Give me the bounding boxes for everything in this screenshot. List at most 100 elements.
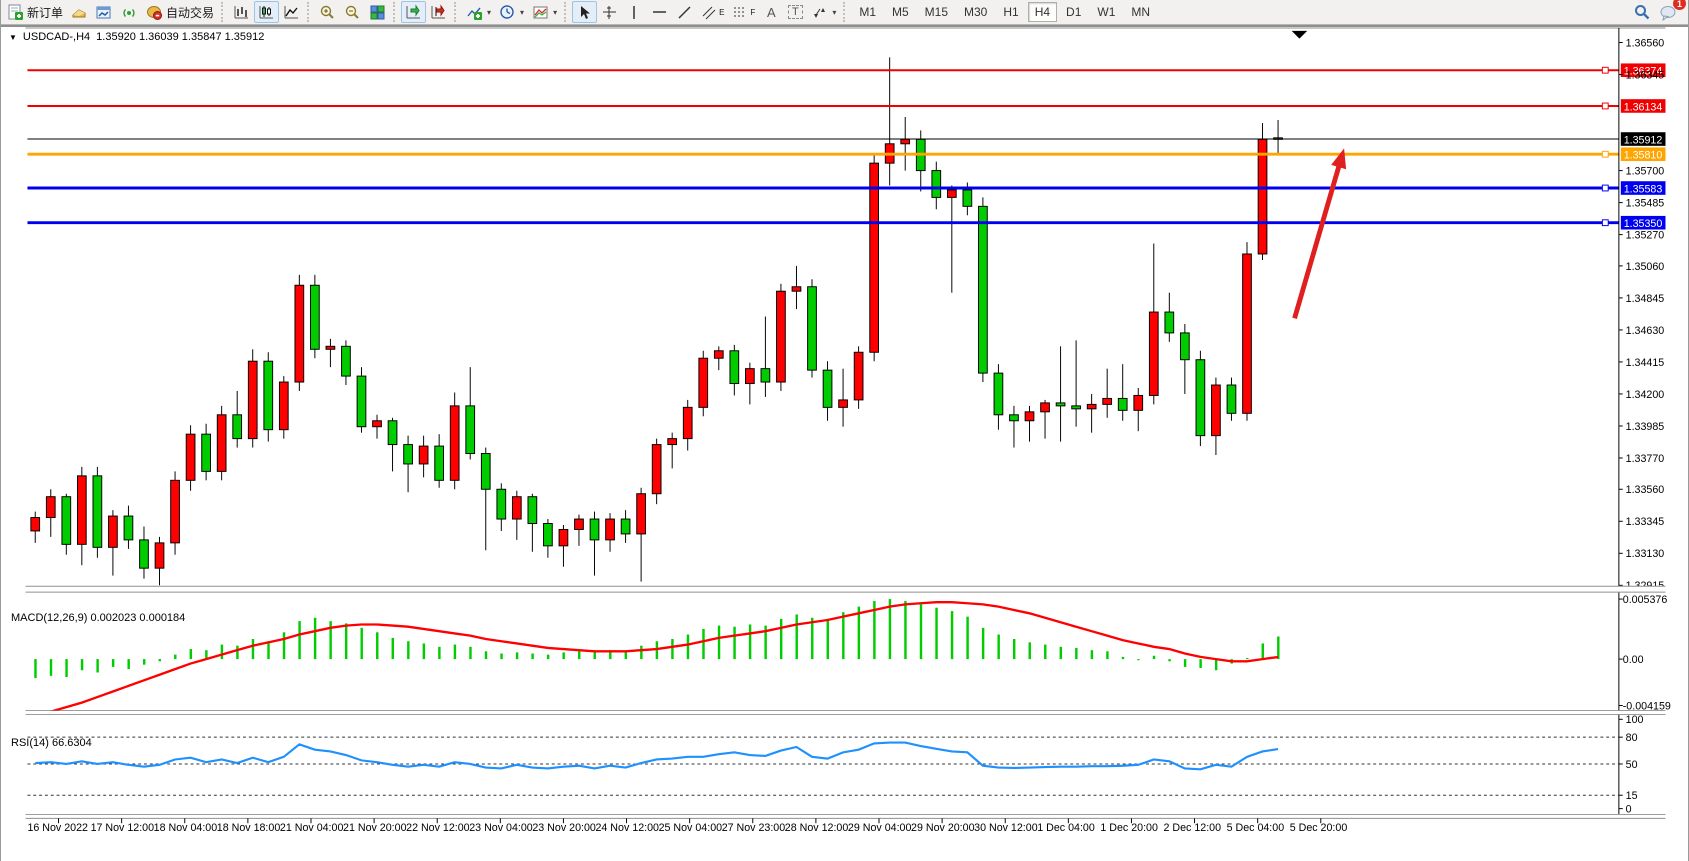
candle-bearish (1071, 405, 1081, 410)
price-tick-label: 1.34200 (1626, 389, 1665, 401)
candle-bullish (1211, 384, 1221, 437)
candle-bearish (931, 170, 942, 198)
new-order-button[interactable]: 新订单 (3, 1, 67, 23)
candle-bearish (403, 444, 413, 465)
macd-signal-line (49, 600, 1279, 711)
crosshair-tool-button[interactable] (597, 1, 622, 23)
candle-bullish (247, 360, 258, 440)
price-level-label-text: 1.36374 (1624, 66, 1663, 78)
templates-button[interactable]: ▾ (528, 1, 561, 23)
arrow-annotation-head[interactable] (1331, 148, 1347, 170)
signals-button[interactable] (117, 1, 142, 23)
chat-button[interactable]: 1 (1655, 0, 1686, 23)
price-tick-label: 1.33985 (1626, 421, 1665, 433)
search-button[interactable] (1629, 1, 1655, 23)
price-level-label (1620, 181, 1666, 195)
horizontal-line-icon (651, 4, 668, 21)
candlestick-chart-button[interactable] (254, 1, 280, 23)
timeframe-m30-button[interactable]: M30 (964, 5, 988, 19)
time-axis-label: 16 Nov 2022 (27, 822, 88, 834)
channel-sub-label: E (719, 7, 725, 17)
macd-histogram-bar (1246, 657, 1249, 660)
chart-shift-marker[interactable] (1291, 30, 1308, 39)
chart-shift-button[interactable] (426, 1, 451, 23)
arrows-tool-button[interactable]: ▾ (807, 1, 840, 23)
cursor-tool-button[interactable] (572, 1, 598, 23)
candle-bearish (993, 372, 1004, 416)
toolbar-grip (307, 2, 312, 22)
chart-window[interactable]: ▼ USDCAD-,H4 1.35920 1.36039 1.35847 1.3… (1, 25, 1689, 861)
text-label-tool-button[interactable]: T (783, 1, 807, 23)
level-line-handle[interactable] (1601, 219, 1609, 227)
fibonacci-tool-button[interactable]: F (728, 1, 759, 23)
horizontal-line-tool-button[interactable] (647, 1, 672, 23)
arrow-annotation-line[interactable] (1292, 160, 1343, 319)
chart-ohlc-values: 1.35920 1.36039 1.35847 1.35912 (96, 31, 265, 43)
zoom-in-button[interactable] (315, 1, 340, 23)
timeframe-w1-button[interactable]: W1 (1097, 5, 1116, 19)
periods-button[interactable]: ▾ (495, 1, 528, 23)
candle-bearish (434, 445, 445, 481)
indicators-button[interactable]: ▾ (462, 1, 495, 23)
timeframe-h1-button[interactable]: H1 (1003, 5, 1019, 19)
macd-histogram-bar (220, 644, 224, 660)
macd-histogram-bar (826, 618, 829, 660)
cursor-icon (576, 4, 593, 21)
chevron-down-icon[interactable]: ▾ (520, 7, 525, 17)
candle-bullish (154, 542, 165, 569)
macd-histogram-bar (422, 643, 426, 660)
time-axis-label: 1 Dec 04:00 (1037, 822, 1095, 834)
timeframe-mn-button[interactable]: MN (1131, 5, 1151, 19)
timeframe-m5-button[interactable]: M5 (892, 5, 909, 19)
candle-bullish (1040, 402, 1050, 413)
chevron-down-icon[interactable]: ▾ (487, 7, 492, 17)
macd-histogram-bar (174, 654, 177, 660)
main-toolbar: 新订单 自动交易 (1, 0, 1688, 25)
candle-bearish (480, 453, 491, 490)
macd-histogram-bar (733, 626, 736, 660)
timeframe-m1-button[interactable]: M1 (859, 5, 876, 19)
zoom-out-icon (344, 4, 361, 21)
auto-scroll-button[interactable] (401, 1, 427, 23)
tile-windows-button[interactable] (365, 1, 390, 23)
chevron-down-icon[interactable]: ▾ (832, 7, 837, 17)
level-line-handle[interactable] (1601, 184, 1609, 192)
vertical-line-tool-button[interactable] (622, 1, 647, 23)
clock-icon (499, 4, 516, 21)
macd-histogram-bar (189, 649, 193, 660)
candle-bearish (1195, 359, 1206, 437)
candle-bullish (946, 189, 957, 198)
candle-bearish (589, 518, 600, 541)
bar-chart-button[interactable] (229, 1, 254, 23)
candle-bullish (713, 350, 724, 359)
trendline-tool-button[interactable] (672, 1, 697, 23)
macd-histogram-bar (376, 632, 379, 660)
zoom-out-button[interactable] (340, 1, 365, 23)
macd-histogram-bar (981, 627, 985, 660)
chat-icon (1659, 3, 1678, 21)
macd-histogram-bar (298, 621, 301, 660)
chart-canvas[interactable]: 1.36374 1.36134 1.35912 1.35810 1.35583 1.353… (1, 27, 1689, 861)
macd-histogram-bar (873, 601, 876, 660)
chevron-down-icon[interactable]: ▾ (553, 7, 558, 17)
autotrading-button[interactable]: 自动交易 (142, 1, 218, 23)
macd-histogram-bar (1199, 659, 1202, 669)
line-chart-button[interactable] (279, 1, 304, 23)
timeframe-m15-button[interactable]: M15 (924, 5, 949, 19)
level-line-handle[interactable] (1601, 66, 1609, 74)
level-line-handle[interactable] (1601, 102, 1609, 110)
macd-histogram-bar (857, 606, 861, 660)
candle-bearish (387, 420, 398, 446)
timeframe-d1-button[interactable]: D1 (1066, 5, 1082, 19)
chart-profile-button[interactable] (67, 1, 92, 23)
candle-bullish (1133, 394, 1144, 411)
timeframe-h4-button[interactable]: H4 (1027, 2, 1058, 22)
level-line-handle[interactable] (1601, 150, 1609, 158)
time-axis-label: 21 Nov 04:00 (280, 822, 344, 834)
market-watch-button[interactable] (92, 1, 117, 23)
chart-dropdown-icon[interactable]: ▼ (9, 32, 17, 42)
candlestick-chart-icon (258, 4, 275, 21)
equidistant-channel-tool-button[interactable]: E (697, 1, 728, 23)
candle-bullish (30, 517, 41, 532)
text-tool-button[interactable]: A (759, 1, 783, 23)
